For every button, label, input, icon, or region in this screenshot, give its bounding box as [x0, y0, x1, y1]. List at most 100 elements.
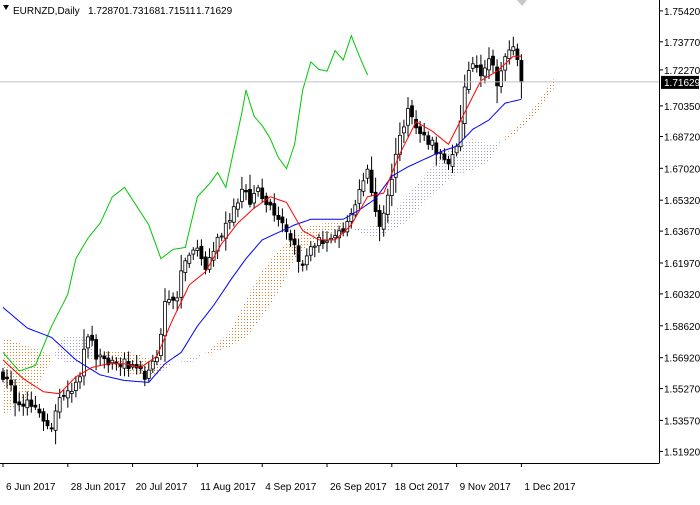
- y-tick-label: 1.61970: [664, 259, 700, 270]
- candle: [316, 233, 321, 253]
- candle-body: [37, 408, 42, 414]
- candle: [333, 229, 338, 243]
- candle: [150, 354, 155, 373]
- tenkan-sen-line: [2, 55, 522, 395]
- candle: [74, 376, 78, 398]
- candle-body: [199, 245, 204, 260]
- cloud-segment: [39, 350, 44, 383]
- candle: [365, 164, 370, 184]
- x-tick-label: 20 Jul 2017: [136, 482, 188, 493]
- candle: [49, 422, 54, 433]
- candle-body: [158, 333, 163, 356]
- cloud-segment: [302, 227, 307, 252]
- candle-body: [385, 194, 390, 215]
- candle-body: [21, 403, 26, 407]
- candle: [373, 177, 378, 217]
- x-tick-label: 9 Nov 2017: [460, 482, 512, 493]
- candle-body: [5, 376, 9, 380]
- candle-body: [474, 65, 479, 68]
- cloud-segment: [509, 129, 514, 138]
- cloud-segment: [47, 354, 52, 367]
- candle-body: [82, 348, 86, 377]
- candle-body: [478, 64, 483, 77]
- candle-body: [333, 235, 338, 239]
- candle-body: [369, 169, 374, 193]
- candle-body: [353, 204, 358, 216]
- candle: [389, 163, 394, 207]
- candle-body: [296, 245, 301, 263]
- cloud-segment: [59, 335, 64, 362]
- candle-body: [86, 336, 90, 349]
- candle: [110, 356, 115, 370]
- candle: [385, 188, 390, 223]
- cloud-segment: [205, 349, 210, 354]
- cloud-segment: [27, 345, 32, 397]
- cloud-segment: [177, 360, 182, 363]
- cloud-segment: [221, 335, 226, 350]
- candle-body: [442, 153, 447, 160]
- candle: [260, 178, 265, 203]
- y-tick-label: 1.65320: [664, 196, 700, 207]
- candle: [21, 394, 26, 416]
- candle-body: [256, 187, 261, 192]
- cloud-segment: [282, 243, 287, 284]
- candle-body: [381, 212, 386, 230]
- cloud-segment: [128, 352, 133, 375]
- cloud-segment: [420, 176, 425, 208]
- candle-body: [446, 158, 451, 165]
- cloud-segment: [241, 299, 246, 340]
- candle-body: [426, 135, 431, 145]
- cloud-segment: [185, 357, 190, 362]
- candle: [45, 413, 50, 430]
- candle-body: [499, 70, 504, 87]
- chikou-span-line: [2, 34, 368, 372]
- candle: [300, 260, 305, 272]
- candle-body: [422, 131, 427, 136]
- candle: [82, 329, 86, 386]
- candle-body: [195, 247, 200, 251]
- candle: [235, 198, 240, 218]
- cloud-segment: [270, 255, 275, 305]
- candle-body: [430, 139, 435, 146]
- candle: [61, 390, 66, 401]
- cloud-segment: [112, 350, 117, 368]
- candle-body: [482, 67, 487, 77]
- y-tick-label: 1.67020: [664, 164, 700, 175]
- candle: [98, 348, 103, 366]
- candle: [410, 99, 414, 125]
- y-axis: 1.75420 1.73770 1.72270 1.70350 1.68720 1.670…: [659, 7, 700, 458]
- candle-body: [223, 222, 228, 239]
- x-tick-label: 18 Oct 2017: [395, 482, 450, 493]
- cloud-segment: [395, 203, 400, 229]
- cloud-segment: [359, 227, 364, 234]
- candle-body: [74, 381, 78, 392]
- candle-body: [300, 263, 305, 266]
- cloud-segment: [217, 339, 222, 351]
- candle-body: [312, 245, 317, 248]
- candle: [353, 199, 358, 218]
- cloud-segment: [428, 165, 433, 199]
- x-axis: 6 Jun 2017 28 Jun 2017 20 Jul 2017 11 Aug 2…: [2, 463, 576, 493]
- candle: [450, 144, 455, 173]
- cloud-segment: [355, 228, 360, 233]
- cloud-segment: [132, 352, 137, 375]
- cloud-segment: [537, 97, 542, 113]
- cloud-segment: [549, 78, 554, 95]
- candle-body: [98, 354, 103, 358]
- x-tick-label: 4 Sep 2017: [265, 482, 317, 493]
- candle: [280, 208, 285, 233]
- cloud-segment: [254, 277, 259, 328]
- candle-body: [401, 126, 406, 134]
- candle: [41, 408, 46, 431]
- cloud-segment: [19, 343, 24, 403]
- candle: [426, 131, 431, 150]
- y-tick-label: 1.60320: [664, 290, 700, 301]
- candle: [207, 248, 212, 273]
- cloud-segment: [173, 361, 178, 364]
- candle: [495, 59, 500, 104]
- candle: [430, 136, 435, 150]
- current-price-label-bg: [661, 75, 699, 89]
- candle-body: [268, 201, 273, 206]
- y-tick-label: 1.58620: [664, 322, 700, 333]
